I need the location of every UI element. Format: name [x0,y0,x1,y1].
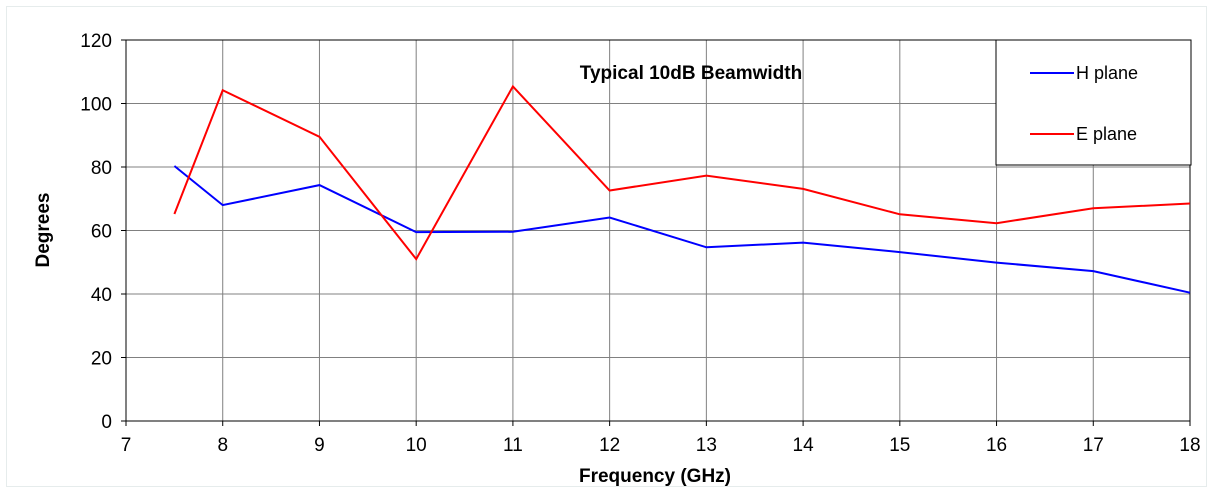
grid-lines [126,40,1190,421]
x-tick-label: 12 [599,435,620,456]
x-tick-label: 8 [217,435,228,456]
x-tick-label: 16 [986,435,1007,456]
y-tick-label: 20 [91,349,112,370]
x-tick-label: 11 [503,435,523,456]
x-tick-label: 10 [406,435,427,456]
legend: H plane E plane [995,39,1192,166]
y-axis-title: Degrees [33,193,54,268]
x-tick-label: 17 [1083,435,1104,456]
x-tick-label: 7 [121,435,132,456]
x-axis-title: Frequency (GHz) [579,466,731,487]
y-tick-label: 80 [91,158,112,179]
legend-label-e-plane: E plane [1076,124,1137,144]
legend-box [995,39,1192,166]
y-tick-label: 100 [80,95,112,116]
series-line-e-plane [173,84,1191,261]
chart-title: Typical 10dB Beamwidth [580,63,802,84]
panel-border [6,6,1207,487]
y-tick-label: 120 [80,31,112,52]
series-lines [173,84,1191,294]
x-tick-label: 13 [696,435,717,456]
legend-label-h-plane: H plane [1076,63,1138,83]
x-tick-label: 9 [314,435,325,456]
y-tick-label: 40 [91,285,112,306]
axis-ticks: 7 8 9 10 11 12 13 14 15 16 17 18 0 20 40 60 80 100 120 [80,31,1200,456]
x-tick-label: 14 [793,435,815,456]
y-tick-label: 60 [91,222,112,243]
series-line-h-plane [173,165,1191,294]
y-tick-label: 0 [101,412,112,433]
x-tick-label: 15 [889,435,910,456]
x-tick-label: 18 [1179,435,1200,456]
